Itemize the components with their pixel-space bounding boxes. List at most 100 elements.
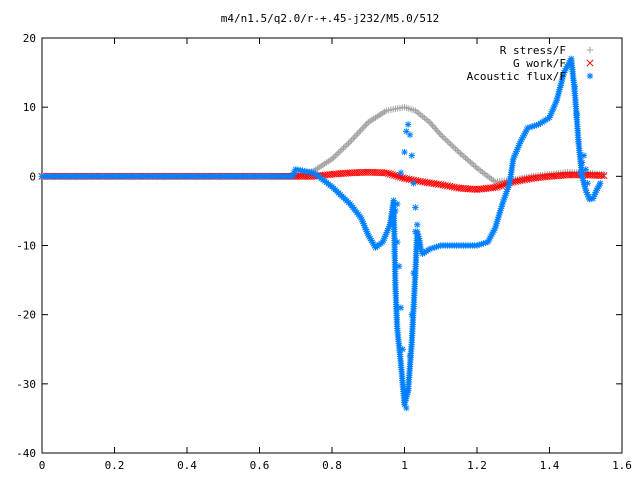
data-point [363, 120, 370, 128]
x-tick-label: 1.6 [612, 459, 632, 472]
data-point [384, 169, 392, 178]
y-tick-label: 10 [23, 101, 36, 114]
x-tick-label: 0.2 [105, 459, 125, 472]
data-point [573, 110, 580, 118]
data-point [577, 169, 584, 177]
data-point [330, 154, 337, 161]
data-point [468, 160, 476, 167]
data-point [337, 147, 344, 155]
axis-ticks: 0 0.2 0.4 0.6 0.8 1 1.2 1.4 1.6 20 10 0 -10 -20 -30 -40 [16, 32, 632, 472]
x-tick-label: 0.8 [322, 459, 342, 472]
data-point [399, 346, 406, 353]
data-point [338, 146, 346, 153]
data-point [355, 128, 363, 136]
data-point [343, 141, 351, 149]
data-point [332, 152, 339, 160]
y-tick-label: -20 [16, 309, 36, 322]
data-point [457, 150, 464, 157]
data-point [417, 245, 425, 253]
data-point [408, 152, 415, 159]
data-point [382, 169, 390, 177]
data-point [412, 204, 419, 211]
data-point [397, 169, 405, 177]
data-point [345, 140, 352, 147]
data-point [465, 157, 472, 165]
data-point [430, 123, 438, 131]
data-point [410, 269, 417, 277]
data-point [426, 119, 434, 126]
data-point [447, 141, 454, 148]
data-point [450, 144, 458, 151]
data-point [395, 263, 403, 270]
data-point [394, 200, 401, 208]
data-point [351, 133, 358, 141]
data-point [386, 170, 394, 178]
data-point [571, 83, 579, 90]
data-point [472, 163, 479, 170]
series-3-spikes [392, 83, 591, 412]
data-point [335, 149, 342, 156]
data-point [346, 138, 354, 145]
legend-marker [586, 46, 594, 54]
data-point [413, 221, 421, 228]
data-point [575, 138, 582, 145]
data-point [388, 171, 396, 179]
data-point [497, 182, 505, 190]
data-point [340, 144, 347, 152]
legend-marker [586, 59, 594, 67]
data-point [460, 153, 468, 160]
data-point [429, 122, 436, 129]
data-point [455, 148, 463, 156]
plot-frame [41, 37, 623, 454]
data-point [444, 137, 451, 145]
data-point [440, 134, 448, 142]
data-point [404, 387, 412, 394]
y-tick-label: -10 [16, 240, 36, 253]
data-point [458, 151, 466, 159]
legend-label: Acoustic flux/F [467, 70, 566, 83]
data-point [357, 127, 364, 134]
data-point [333, 151, 341, 158]
data-point [597, 180, 604, 187]
data-point [406, 352, 414, 360]
data-point [359, 125, 366, 133]
data-point [462, 154, 469, 162]
data-point [495, 182, 503, 190]
y-tick-label: 20 [23, 32, 36, 45]
data-point [428, 120, 435, 128]
data-point [491, 183, 499, 191]
data-point [352, 132, 360, 139]
data-point [463, 156, 471, 163]
data-point [600, 171, 608, 178]
data-point [489, 184, 497, 192]
y-tick-label: -40 [16, 447, 36, 460]
series-layer [38, 55, 608, 412]
data-point [433, 126, 440, 134]
data-point [341, 143, 349, 150]
data-point [578, 159, 586, 166]
data-point [454, 147, 461, 154]
data-point [349, 135, 357, 142]
y-tick-label: -30 [16, 378, 36, 391]
data-point [401, 148, 408, 156]
legend-label: G work/F [513, 57, 566, 70]
data-point [394, 238, 401, 246]
data-point [404, 121, 412, 128]
data-point [408, 311, 415, 318]
data-point [467, 159, 474, 166]
x-tick-label: 1.2 [467, 459, 487, 472]
data-point [582, 166, 589, 173]
data-point [362, 122, 369, 129]
data-point [436, 130, 443, 137]
data-point [403, 404, 410, 412]
data-point [397, 304, 405, 311]
data-point [580, 152, 588, 159]
data-point [348, 136, 355, 144]
data-point [445, 139, 453, 146]
x-tick-label: 0.6 [250, 459, 270, 472]
x-tick-label: 0 [39, 459, 46, 472]
data-point [470, 161, 477, 169]
data-point [392, 207, 399, 215]
